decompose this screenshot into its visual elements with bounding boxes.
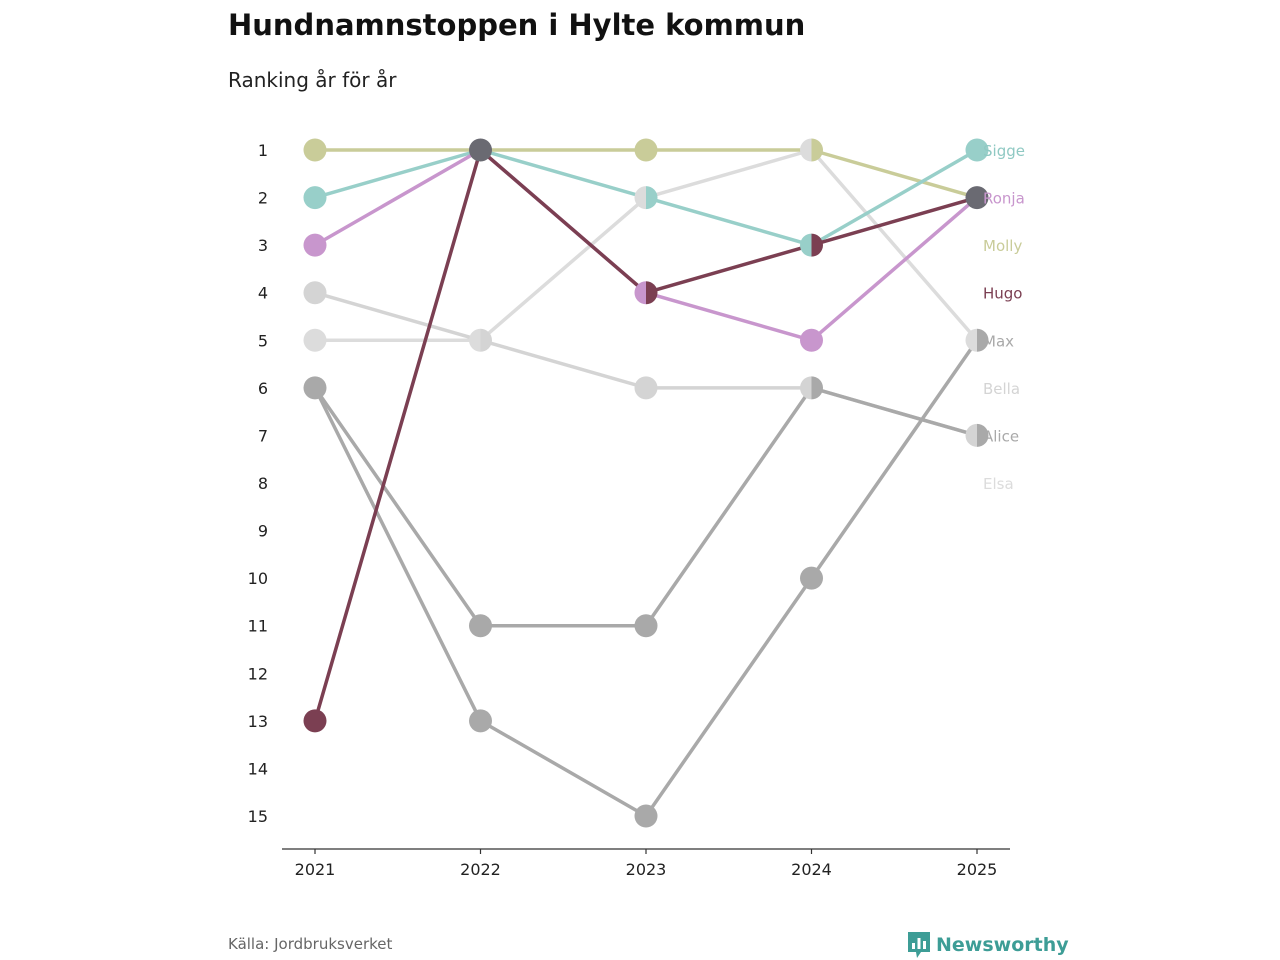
y-tick-label: 7	[258, 426, 268, 445]
point-bella-alice	[800, 376, 823, 400]
x-tick-label: 2023	[626, 860, 667, 879]
point-half-alice	[977, 423, 989, 447]
point-sigge-hugo	[800, 233, 823, 257]
point-half-hugo	[811, 233, 823, 257]
chart-title: Hundnamnstoppen i Hylte kommun	[228, 8, 806, 42]
point-half-elsa	[469, 328, 481, 352]
series-line-bella	[313, 290, 979, 438]
point-ronja	[800, 328, 823, 352]
series-label-bella: Bella	[983, 380, 1020, 398]
x-tick-label: 2021	[295, 860, 336, 879]
brand-name: Newsworthy	[936, 934, 1069, 956]
point-bella	[634, 376, 658, 400]
point-sigge	[965, 138, 989, 162]
series-line-elsa	[313, 148, 979, 343]
point-half-bella	[965, 423, 977, 447]
point-half-ronja	[634, 281, 646, 305]
point-hugo	[303, 709, 327, 733]
series-label-molly: Molly	[983, 237, 1022, 255]
y-tick-label: 12	[248, 664, 268, 683]
y-tick-label: 3	[258, 236, 268, 255]
y-tick-label: 8	[258, 474, 268, 493]
point-molly-ronja-hugo	[965, 186, 989, 210]
y-tick-label: 6	[258, 379, 268, 398]
y-tick-label: 9	[258, 522, 268, 541]
y-tick-label: 10	[248, 569, 268, 588]
data-points	[303, 138, 989, 828]
point-alice-max	[303, 376, 327, 400]
point-half-bella	[800, 376, 812, 400]
point-ronja	[303, 233, 327, 257]
x-tick-label: 2025	[957, 860, 998, 879]
point-elsa-sigge	[634, 186, 658, 210]
point-sigge	[303, 186, 327, 210]
y-tick-label: 14	[248, 759, 268, 778]
x-tick-label: 2022	[460, 860, 501, 879]
point-molly	[303, 138, 327, 162]
y-tick-label: 15	[248, 807, 268, 826]
series-label-max: Max	[983, 332, 1014, 350]
bar-chart-icon	[908, 932, 930, 958]
point-half-elsa	[800, 138, 812, 162]
point-half-alice	[811, 376, 823, 400]
point-alice	[634, 614, 658, 638]
series-label-ronja: Ronja	[983, 190, 1025, 208]
point-alice	[469, 614, 492, 638]
y-tick-label: 1	[258, 141, 268, 160]
point-half-sigge	[646, 186, 658, 210]
point-half-alice	[303, 376, 315, 400]
point-elsa-max	[965, 328, 989, 352]
y-tick-label: 2	[258, 189, 268, 208]
point-max	[800, 566, 823, 590]
point-elsa-molly	[800, 138, 823, 162]
source-note: Källa: Jordbruksverket	[228, 935, 393, 953]
series-label-alice: Alice	[983, 427, 1019, 445]
point-half-max	[977, 328, 989, 352]
point-elsa	[303, 328, 327, 352]
series-lines	[313, 148, 979, 818]
point-bella-alice	[965, 423, 989, 447]
point-max	[469, 709, 492, 733]
point-half-bella	[480, 328, 492, 352]
y-tick-label: 11	[248, 617, 268, 636]
point-half-elsa	[634, 186, 646, 210]
series-label-elsa: Elsa	[983, 475, 1014, 493]
y-tick-label: 4	[258, 284, 268, 303]
x-tick-label: 2024	[791, 860, 832, 879]
brand-logo: Newsworthy	[908, 932, 1069, 958]
series-labels: Sigge Ronja Molly Hugo Max Bella Alice Elsa	[983, 142, 1025, 493]
point-molly-sigge-ronja-hugo	[469, 138, 492, 162]
y-tick-label: 5	[258, 331, 268, 350]
series-label-hugo: Hugo	[983, 285, 1023, 303]
series-line-ronja	[313, 148, 979, 343]
chart-subtitle: Ranking år för år	[228, 68, 397, 92]
point-max	[634, 804, 658, 828]
point-ronja-hugo	[634, 281, 658, 305]
point-half-hugo	[646, 281, 658, 305]
point-half-molly	[811, 138, 823, 162]
point-half-max	[315, 376, 327, 400]
y-tick-label: 13	[248, 712, 268, 731]
point-elsa-bella	[469, 328, 492, 352]
point-bella	[303, 281, 327, 305]
point-molly	[634, 138, 658, 162]
series-line-max	[313, 338, 979, 818]
point-half-elsa	[965, 328, 977, 352]
series-label-sigge: Sigge	[983, 142, 1025, 160]
point-half-sigge	[800, 233, 812, 257]
